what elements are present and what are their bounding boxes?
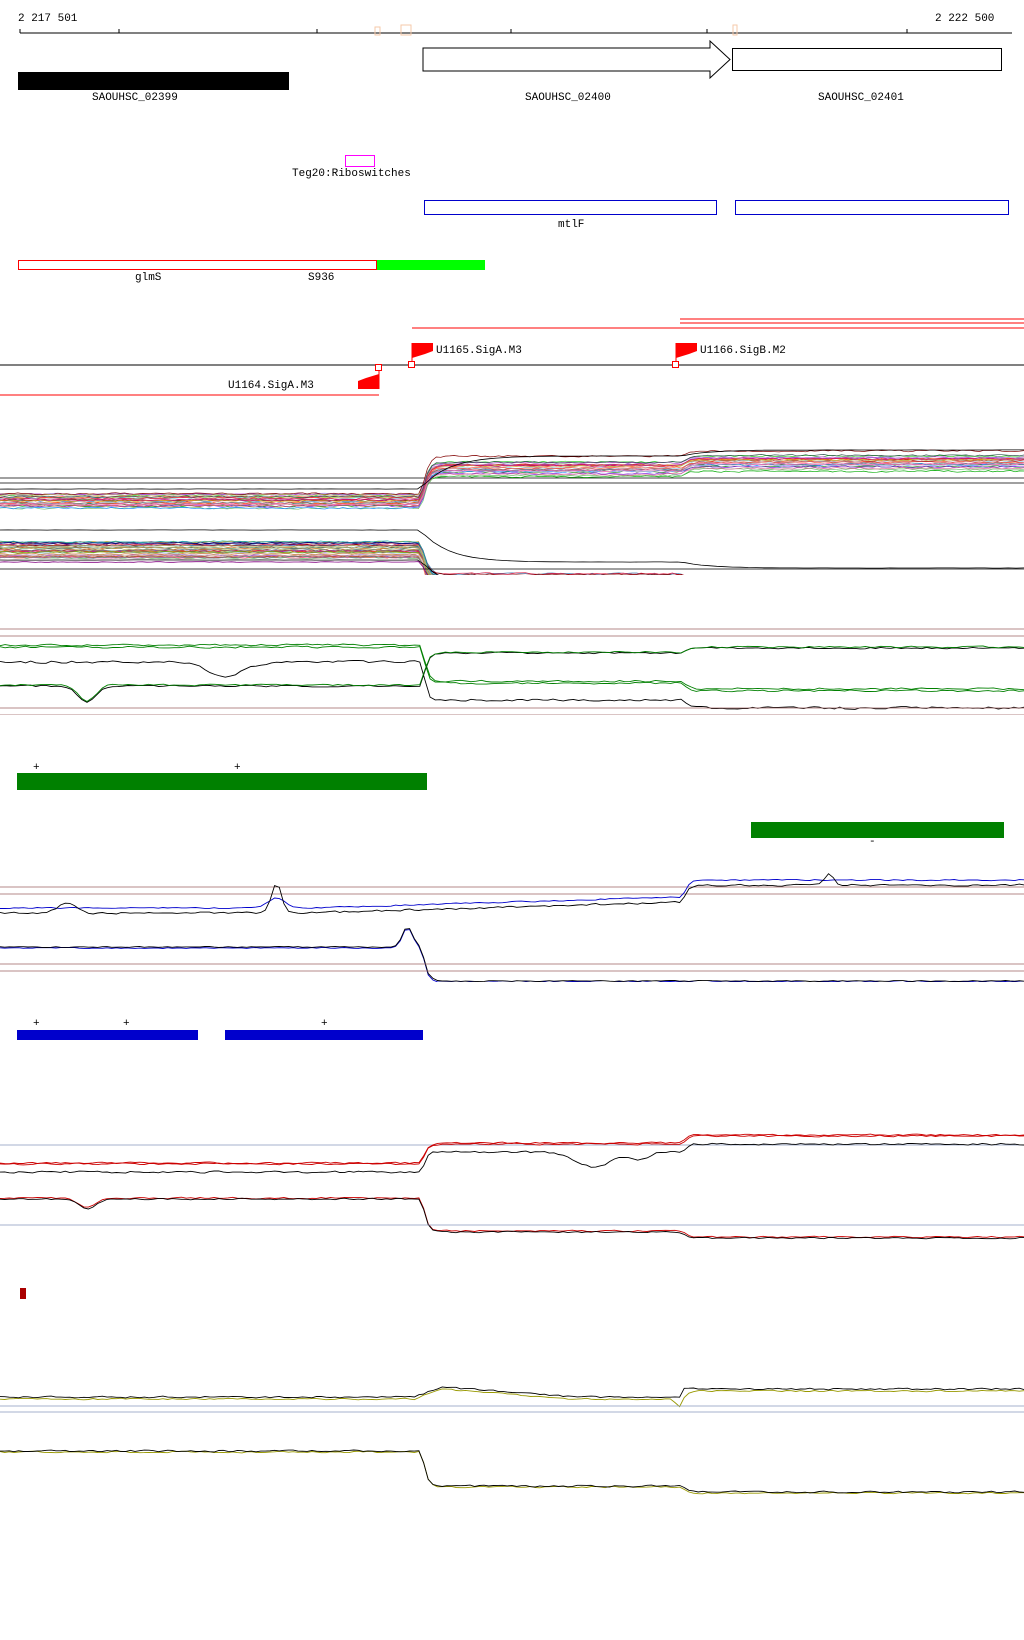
svg-text:U1164.SigA.M3: U1164.SigA.M3 bbox=[228, 380, 314, 392]
svg-text:U1166.SigB.M2: U1166.SigB.M2 bbox=[700, 345, 786, 357]
svg-text:U1165.SigA.M3: U1165.SigA.M3 bbox=[436, 345, 522, 357]
